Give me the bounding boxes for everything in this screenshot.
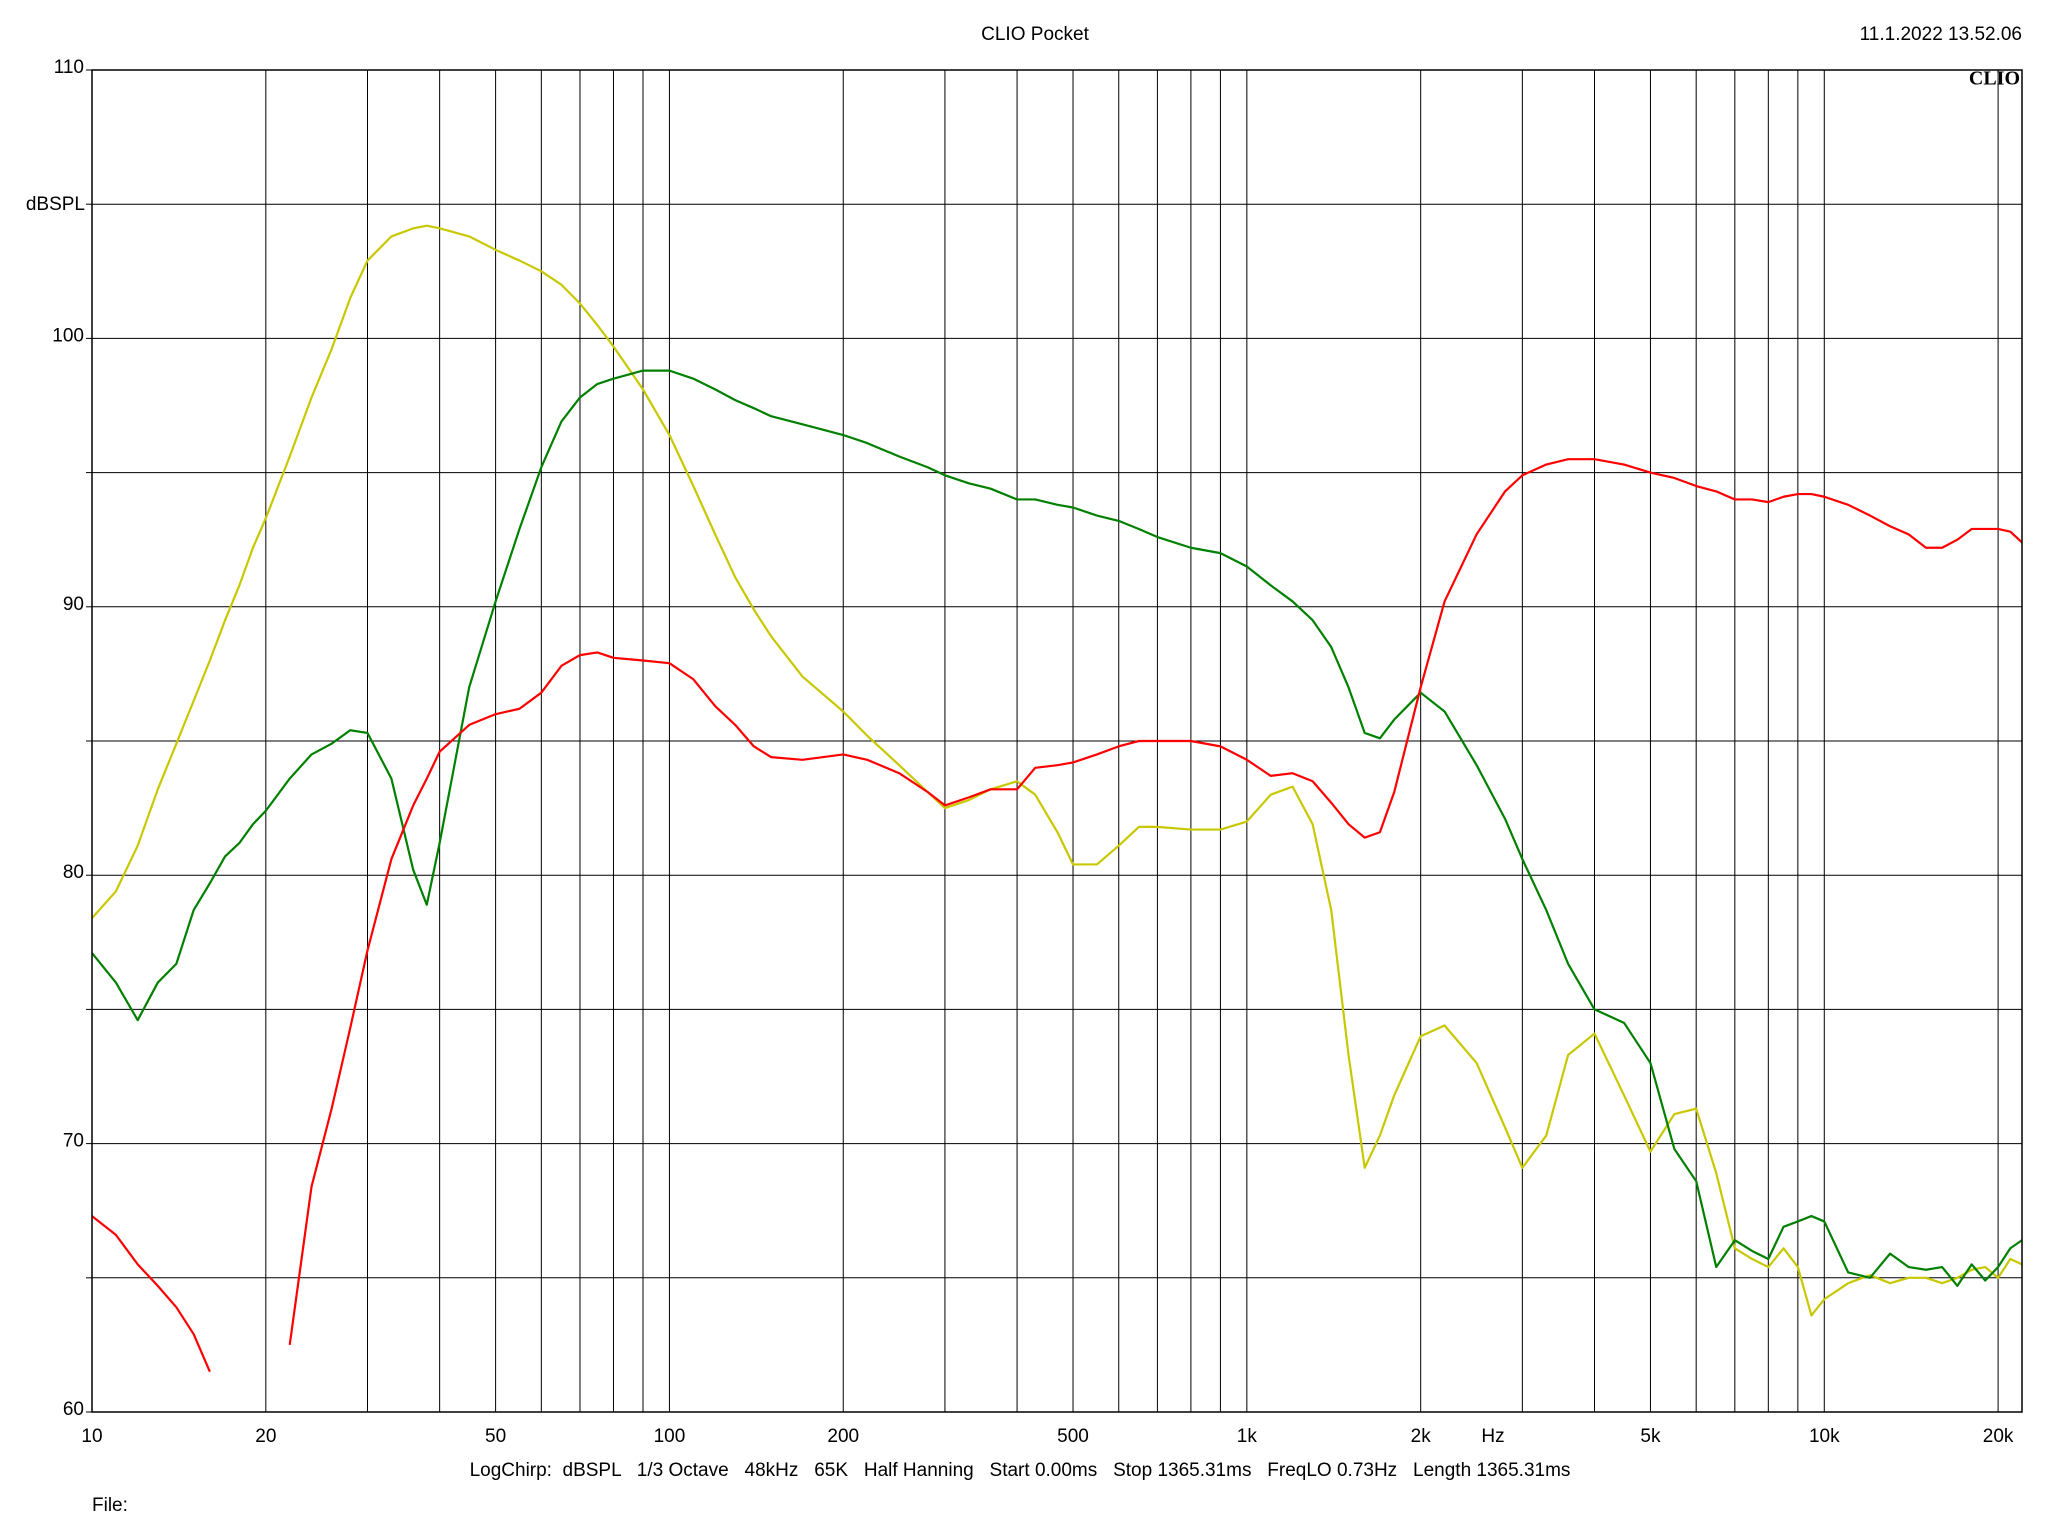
response-curve bbox=[92, 458, 2022, 1373]
x-tick-label: 1k bbox=[1237, 1426, 1258, 1447]
response-curve bbox=[92, 224, 2022, 1317]
y-tick-label: 110 bbox=[54, 57, 84, 78]
x-tick-label: 100 bbox=[654, 1426, 686, 1447]
x-axis-label: Hz bbox=[1481, 1426, 1504, 1447]
y-tick-label: 100 bbox=[52, 325, 84, 346]
plot-frame bbox=[91, 69, 2023, 1413]
response-curve bbox=[92, 369, 2022, 1287]
x-tick-label: 50 bbox=[485, 1426, 506, 1447]
footer-info: LogChirp: dBSPL 1/3 Octave 48kHz 65K Hal… bbox=[470, 1460, 1571, 1481]
chart-title: CLIO Pocket bbox=[981, 24, 1089, 45]
y-tick-label: 80 bbox=[63, 862, 84, 883]
x-tick-label: 5k bbox=[1640, 1426, 1661, 1447]
x-tick-label: 200 bbox=[827, 1426, 859, 1447]
y-tick-label: 70 bbox=[63, 1131, 84, 1152]
file-label: File: bbox=[92, 1495, 128, 1516]
labels: CLIO Pocket 11.1.2022 13.52.06 CLIO dBSP… bbox=[26, 24, 2022, 1516]
x-tick-label: 2k bbox=[1411, 1426, 1432, 1447]
logo: CLIO bbox=[1969, 68, 2020, 90]
x-tick-label: 10 bbox=[81, 1426, 102, 1447]
x-tick-label: 20 bbox=[255, 1426, 276, 1447]
x-tick-label: 10k bbox=[1809, 1426, 1840, 1447]
plot-area bbox=[92, 224, 2022, 1373]
y-tick-label: 90 bbox=[63, 594, 84, 615]
y-axis-label: dBSPL bbox=[26, 194, 85, 215]
y-tick-label: 60 bbox=[63, 1399, 84, 1420]
timestamp: 11.1.2022 13.52.06 bbox=[1860, 24, 2022, 45]
x-tick-label: 500 bbox=[1057, 1426, 1089, 1447]
x-tick-label: 20k bbox=[1983, 1426, 2014, 1447]
